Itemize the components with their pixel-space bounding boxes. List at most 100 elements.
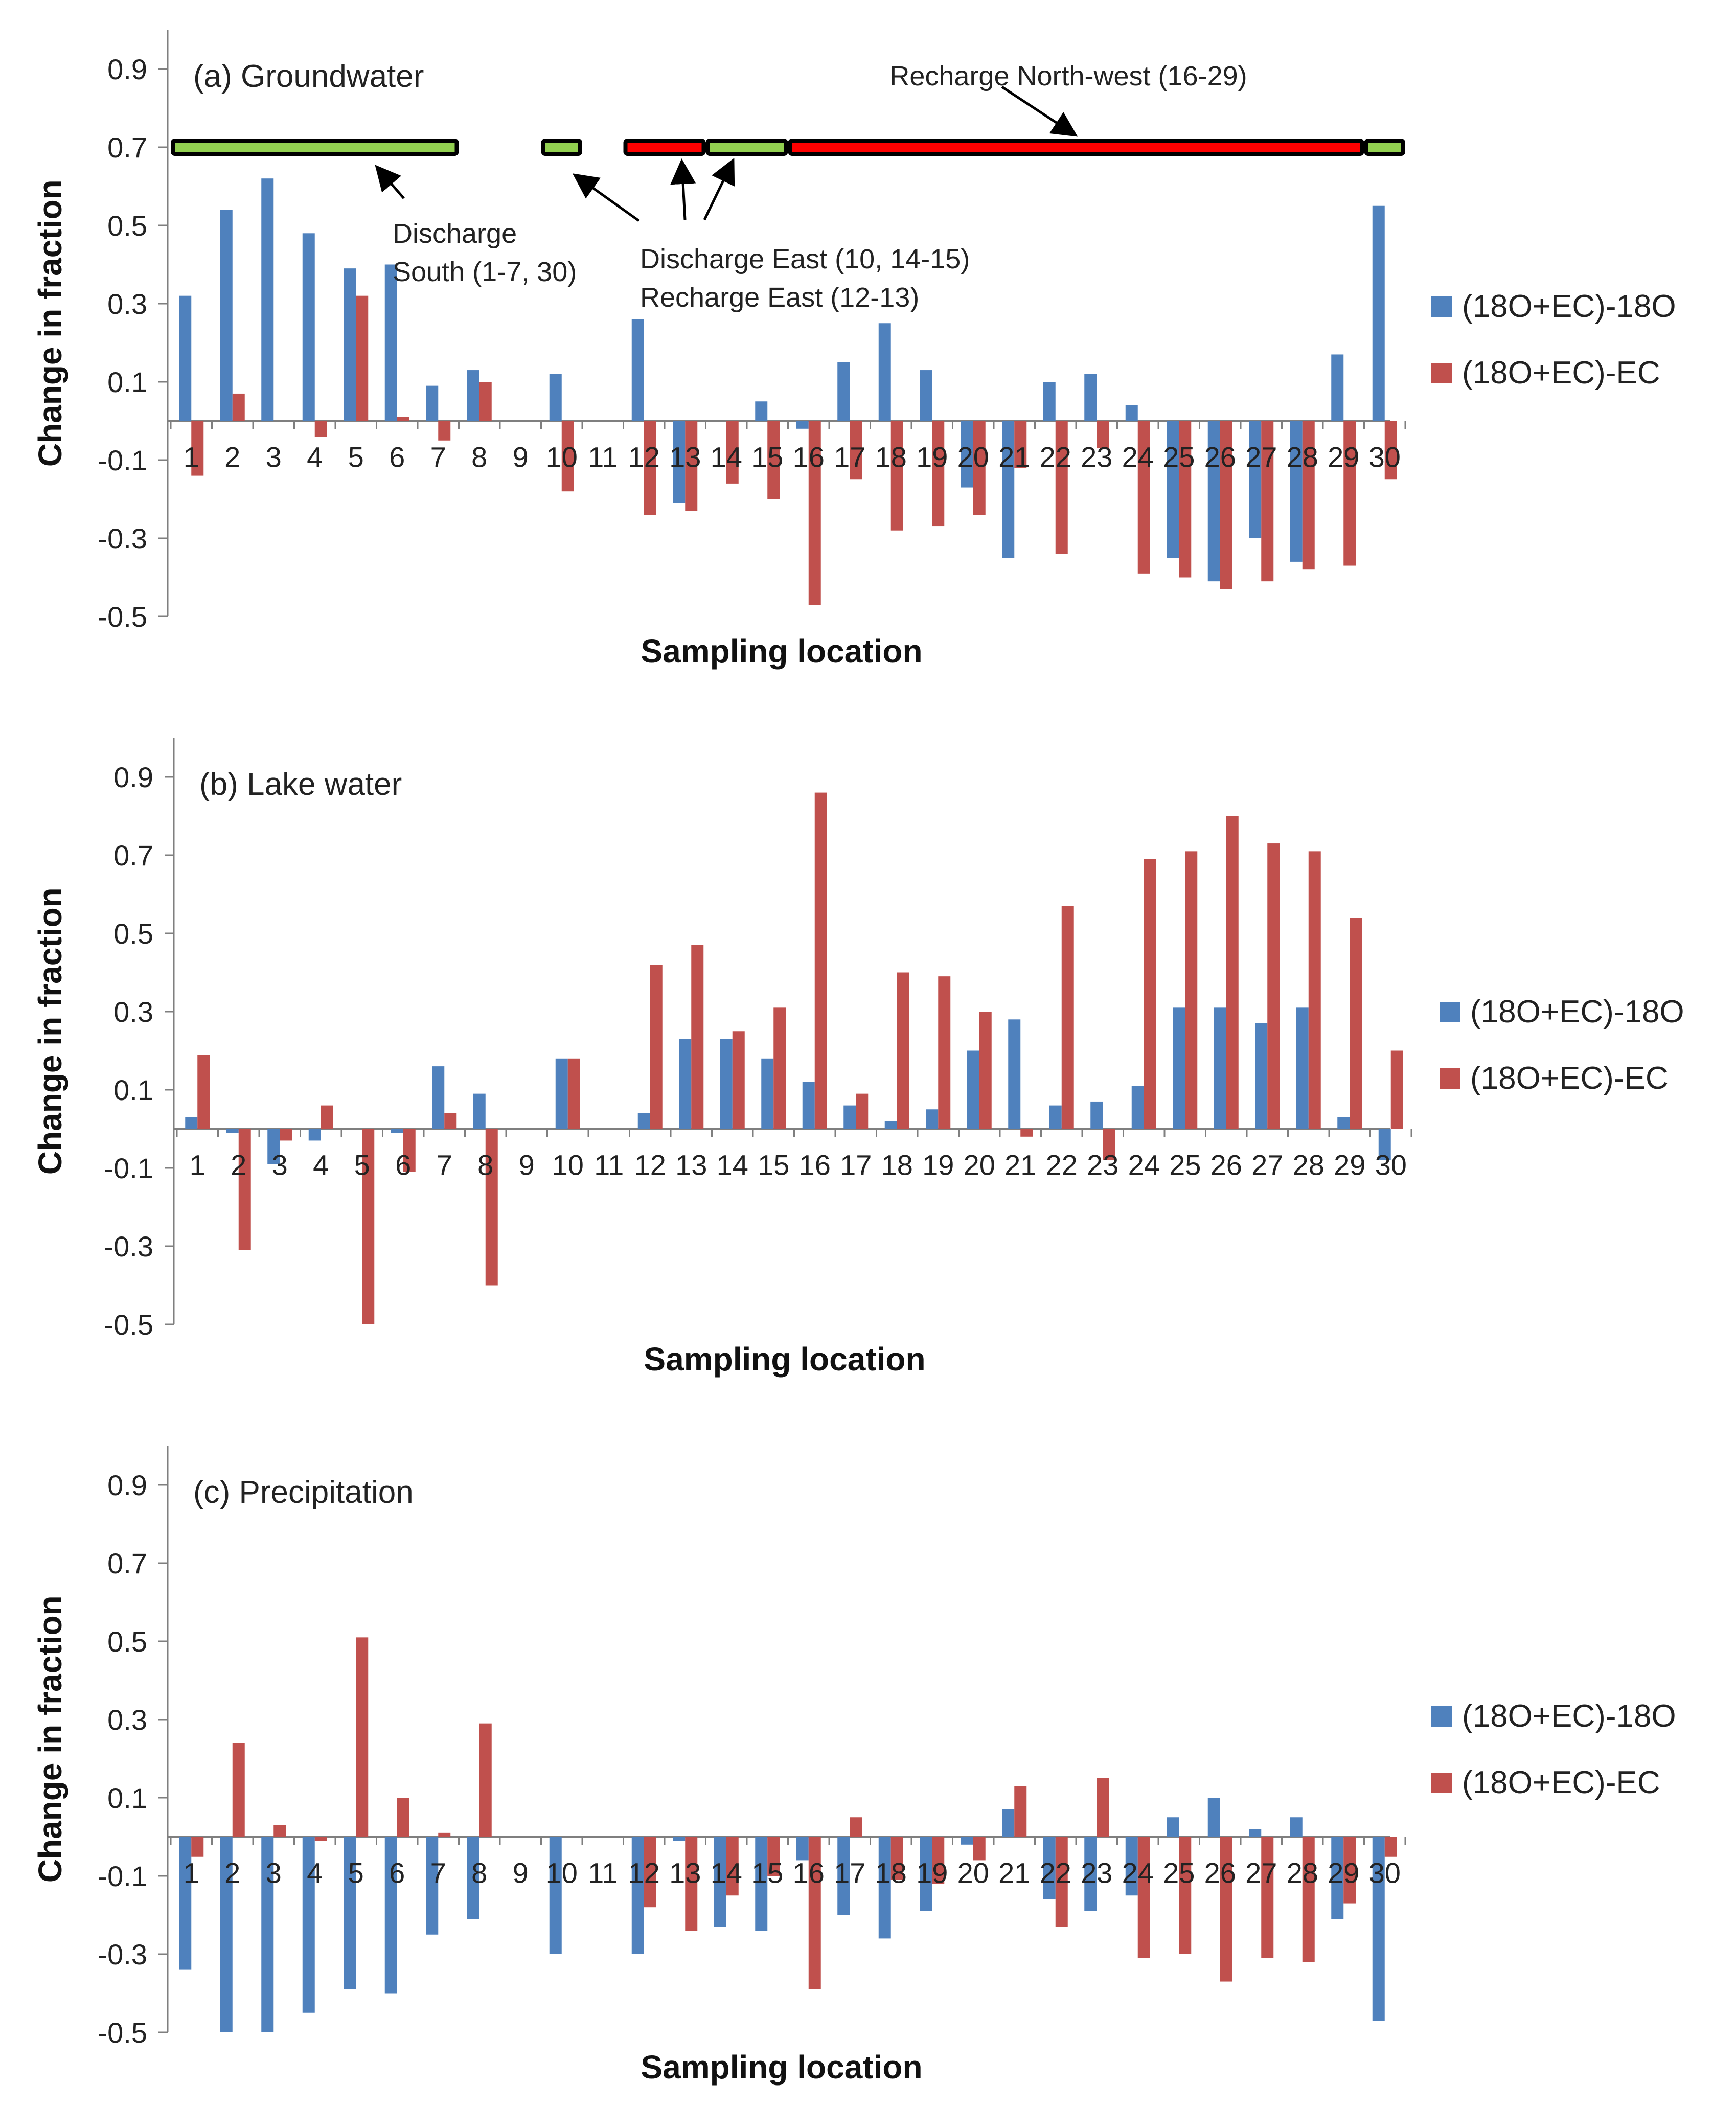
bar-18o-13 [673,421,686,503]
bar-18o-8 [467,1837,479,1919]
x-category-label: 14 [711,1857,742,1889]
y-tick-label: -0.5 [98,2017,148,2049]
bar-ec-25 [1185,851,1198,1129]
x-category-label: 20 [957,1857,989,1889]
x-category-label: 9 [513,441,529,473]
x-category-label: 16 [799,1149,831,1181]
bar-ec-6 [397,417,409,421]
x-category-label: 5 [348,441,364,473]
bar-ec-19 [932,1837,945,1884]
legend-label: (18O+EC)-EC [1462,1765,1660,1800]
bar-ec-26 [1220,421,1232,589]
bar-ec-13 [685,1837,698,1931]
x-category-label: 11 [594,1149,624,1181]
x-category-label: 9 [519,1149,535,1181]
x-category-label: 7 [437,1149,452,1181]
bar-18o-12 [631,1837,644,1954]
x-category-label: 23 [1081,441,1112,473]
bar-ec-24 [1144,859,1156,1129]
x-category-label: 11 [588,1857,618,1889]
legend-label: (18O+EC)-18O [1462,1699,1676,1734]
bar-ec-14 [732,1031,745,1129]
x-category-label: 13 [669,441,701,473]
x-category-label: 5 [354,1149,370,1181]
bar-18o-19 [920,1837,932,1911]
y-tick-label: -0.3 [98,522,148,555]
bar-ec-22 [1055,421,1068,554]
x-category-label: 6 [395,1149,411,1181]
x-category-label: 15 [758,1149,789,1181]
x-category-label: 17 [840,1149,872,1181]
y-axis-title: Change in fraction [32,887,68,1175]
x-category-label: 30 [1369,1857,1401,1889]
bar-18o-7 [432,1066,445,1129]
bar-ec-18 [897,972,909,1129]
bar-ec-5 [356,1637,369,1837]
x-category-label: 18 [881,1149,913,1181]
x-axis-title: Sampling location [641,633,922,670]
x-category-label: 19 [922,1149,954,1181]
bar-18o-5 [344,1837,356,1989]
bar-ec-17 [850,1817,862,1837]
y-tick-label: 0.1 [113,1074,153,1106]
legend: (18O+EC)-18O (18O+EC)-EC [1431,1699,1676,1800]
bar-18o-29 [1331,1837,1344,1919]
x-category-label: 24 [1128,1149,1160,1181]
bar-18o-15 [755,1837,768,1931]
bar-ec-29 [1343,421,1356,566]
bar-18o-26 [1207,421,1220,582]
x-category-label: 19 [916,1857,948,1889]
y-tick-label: 0.3 [107,288,147,320]
x-category-label: 27 [1245,441,1277,473]
x-category-label: 25 [1169,1149,1201,1181]
discharge-zone-bar [705,139,788,156]
legend-swatch-ec [1431,1773,1452,1793]
x-category-label: 5 [348,1857,364,1889]
x-category-label: 21 [1004,1149,1036,1181]
bar-18o-12 [631,319,644,421]
bar-18o-17 [843,1105,856,1129]
bar-18o-29 [1337,1117,1350,1129]
bar-ec-20 [973,1837,986,1861]
x-category-label: 7 [430,441,446,473]
x-category-label: 29 [1328,1857,1359,1889]
bar-18o-14 [720,1039,733,1129]
y-tick-label: 0.3 [113,996,153,1028]
x-category-label: 13 [669,1857,701,1889]
bar-ec-16 [808,421,821,605]
bar-18o-26 [1207,1798,1220,1837]
bar-18o-28 [1290,421,1303,562]
bar-ec-21 [1020,1129,1033,1137]
arrow-discharge-east-14 [703,157,735,221]
bar-18o-30 [1372,1837,1385,2021]
bar-18o-27 [1249,421,1262,538]
bar-ec-21 [1014,421,1027,468]
bar-ec-3 [273,1825,286,1837]
y-tick-label: 0.7 [107,1547,147,1579]
bar-ec-18 [890,421,903,531]
bar-ec-1 [191,1837,204,1857]
bar-ec-12 [644,1837,656,1908]
legend-swatch-ec [1431,363,1452,383]
bar-18o-6 [384,264,397,421]
bar-ec-19 [938,976,951,1129]
x-category-label: 30 [1375,1149,1407,1181]
annotation-discharge-south-line1: Discharge [393,218,517,249]
bar-18o-17 [837,1837,850,1915]
x-category-label: 23 [1081,1857,1112,1889]
bar-18o-3 [267,1129,280,1164]
x-category-label: 25 [1163,441,1195,473]
x-category-label: 1 [190,1149,205,1181]
bar-ec-13 [685,421,698,511]
bar-ec-26 [1220,1837,1232,1982]
x-category-label: 19 [916,441,948,473]
x-category-label: 3 [266,441,282,473]
bar-ec-14 [726,421,739,484]
x-category-label: 27 [1245,1857,1277,1889]
bar-ec-22 [1055,1837,1068,1927]
legend: (18O+EC)-18O (18O+EC)-EC [1431,289,1676,391]
x-category-label: 24 [1122,441,1154,473]
y-tick-label: 0.7 [113,839,153,872]
discharge-zone-bar [541,139,582,156]
